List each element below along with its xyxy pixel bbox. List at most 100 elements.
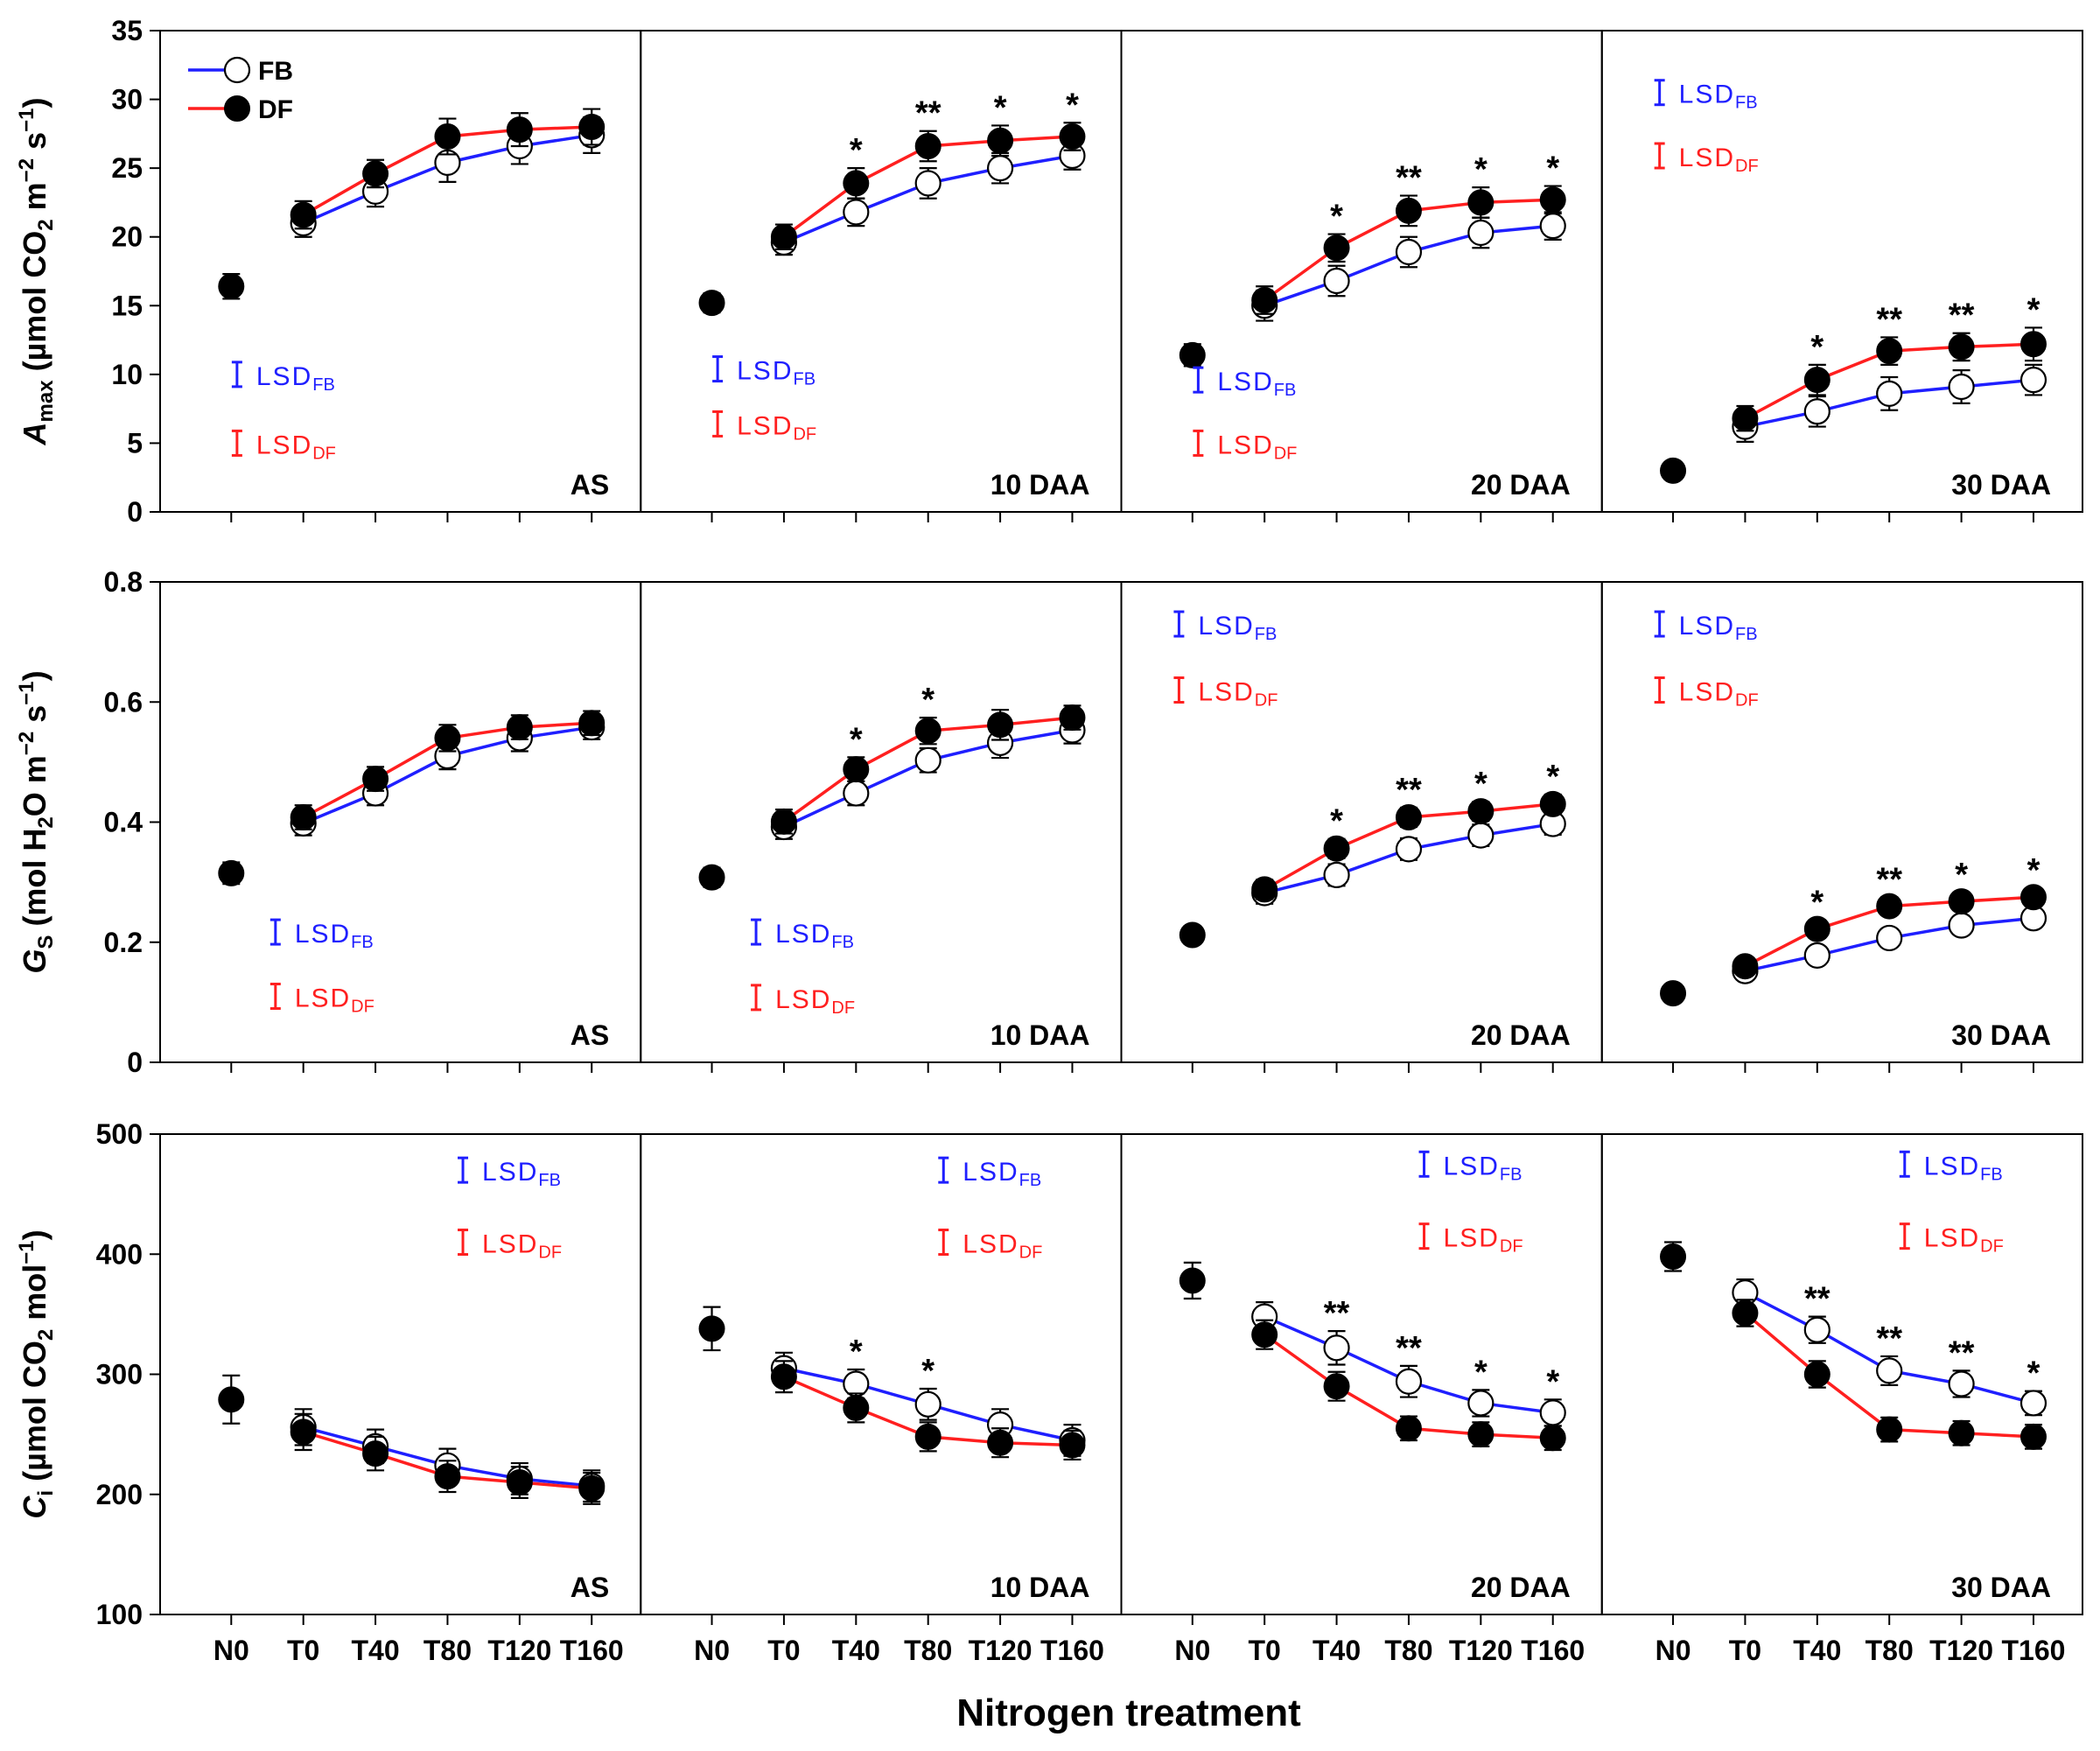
lsd-subscript: DF xyxy=(1980,1237,2004,1257)
chart-rows: Amax (µmol CO2 m−2 s−1)05101520253035ASL… xyxy=(15,15,2083,1666)
significance-star: * xyxy=(921,682,934,718)
point-df xyxy=(434,1463,461,1490)
point-fb xyxy=(914,746,942,774)
lsd-text: LSD xyxy=(962,1158,1018,1187)
lsd-text: LSD xyxy=(1198,678,1254,707)
significance-star: * xyxy=(1066,87,1079,123)
point-df xyxy=(843,170,870,197)
significance-star: ** xyxy=(1949,298,1975,334)
lsd-label-fb: LSDFB xyxy=(1924,1152,2003,1184)
lsd-label-df: LSDDF xyxy=(1679,144,1759,176)
y-tick-label: 500 xyxy=(96,1118,143,1150)
y-title-unit: O m xyxy=(17,755,52,816)
lsd-text: LSD xyxy=(295,984,351,1013)
point-df xyxy=(1876,893,1903,920)
point-n0 xyxy=(1660,1243,1687,1270)
y-tick-label: 100 xyxy=(96,1599,143,1630)
point-fb xyxy=(1467,1390,1494,1417)
y-title-symbol: C xyxy=(17,1495,52,1519)
point-df xyxy=(843,1394,870,1421)
lsd-text: LSD xyxy=(1217,368,1273,396)
point-df xyxy=(2020,331,2047,358)
point-df xyxy=(1948,888,1975,915)
lsd-text: LSD xyxy=(1679,81,1735,109)
point-df xyxy=(362,1440,389,1467)
x-tick-label: N0 xyxy=(214,1635,249,1666)
point-fb xyxy=(1948,1370,1975,1397)
lsd-text: LSD xyxy=(256,362,312,391)
lsd-label-fb: LSDFB xyxy=(482,1158,561,1190)
y-axis-title: Ci (µmol CO2 mol−1) xyxy=(15,1229,58,1518)
point-df xyxy=(506,116,533,144)
point-df xyxy=(1395,197,1422,224)
point-df xyxy=(1876,338,1903,365)
lsd-subscript: FB xyxy=(793,370,816,389)
lsd-subscript: FB xyxy=(1735,94,1758,113)
point-df xyxy=(578,1474,606,1502)
point-df xyxy=(1251,287,1278,313)
lsd-subscript: FB xyxy=(1980,1165,2003,1184)
y-tick-label: 0.4 xyxy=(104,807,144,838)
lsd-text: LSD xyxy=(1679,678,1735,707)
lsd-text: LSD xyxy=(962,1230,1018,1259)
panel-label: 30 DAA xyxy=(1951,1019,2051,1051)
point-df xyxy=(914,718,942,745)
significance-star: * xyxy=(850,1334,863,1370)
point-df xyxy=(362,160,389,187)
point-fb xyxy=(1948,912,1975,939)
point-df xyxy=(770,808,797,835)
point-df xyxy=(770,223,797,250)
x-tick-label: T160 xyxy=(560,1635,624,1666)
panel-frame xyxy=(640,30,1123,513)
lsd-label-fb: LSDFB xyxy=(962,1158,1041,1190)
point-df xyxy=(987,1429,1014,1456)
lsd-subscript: FB xyxy=(1274,381,1297,400)
significance-star: ** xyxy=(1396,1330,1422,1367)
point-fb xyxy=(1395,238,1423,266)
point-fb xyxy=(1467,822,1494,849)
panel-frame xyxy=(1600,1133,2083,1615)
lsd-label-df: LSDDF xyxy=(1217,431,1297,463)
panel-frame xyxy=(159,581,642,1063)
point-df xyxy=(1467,1421,1494,1448)
y-title-symbol-sub: S xyxy=(34,935,58,949)
point-df xyxy=(1539,790,1566,817)
point-df xyxy=(914,1423,942,1450)
y-tick-label: 0.2 xyxy=(104,927,143,958)
point-df xyxy=(1323,235,1350,262)
point-df xyxy=(1539,1425,1566,1452)
lsd-label-fb: LSDFB xyxy=(775,920,854,952)
point-df xyxy=(1395,804,1422,831)
y-tick-label: 0.6 xyxy=(104,686,143,718)
lsd-label-df: LSDDF xyxy=(256,431,336,463)
y-title-unit: (mol H xyxy=(17,829,52,935)
point-n0 xyxy=(1660,980,1687,1007)
point-df xyxy=(578,114,606,140)
significance-star: * xyxy=(2027,1355,2040,1392)
point-fb xyxy=(2020,367,2048,394)
point-df xyxy=(290,1418,317,1446)
significance-star: ** xyxy=(1396,160,1422,197)
panel-label: 20 DAA xyxy=(1471,1572,1571,1603)
point-n0 xyxy=(218,273,245,300)
lsd-text: LSD xyxy=(1444,1152,1500,1180)
x-tick-label: T40 xyxy=(1312,1635,1361,1666)
panel-label: 20 DAA xyxy=(1471,469,1571,501)
lsd-text: LSD xyxy=(295,920,351,949)
lsd-text: LSD xyxy=(1924,1224,1980,1253)
y-tick-label: 400 xyxy=(96,1238,143,1270)
lsd-subscript: FB xyxy=(1500,1165,1522,1184)
point-fb xyxy=(1948,373,1975,401)
lsd-text: LSD xyxy=(1679,612,1735,641)
point-df xyxy=(1323,1373,1350,1400)
point-fb xyxy=(1323,267,1350,295)
lsd-label-df: LSDDF xyxy=(1679,678,1759,711)
y-title-unit: ) xyxy=(17,670,52,681)
lsd-label-df: LSDDF xyxy=(962,1230,1042,1263)
lsd-text: LSD xyxy=(1924,1152,1980,1180)
lsd-subscript: DF xyxy=(538,1243,562,1263)
y-title-unit: ) xyxy=(17,1229,52,1240)
x-tick-label: N0 xyxy=(1174,1635,1210,1666)
y-tick-label: 25 xyxy=(111,152,143,184)
